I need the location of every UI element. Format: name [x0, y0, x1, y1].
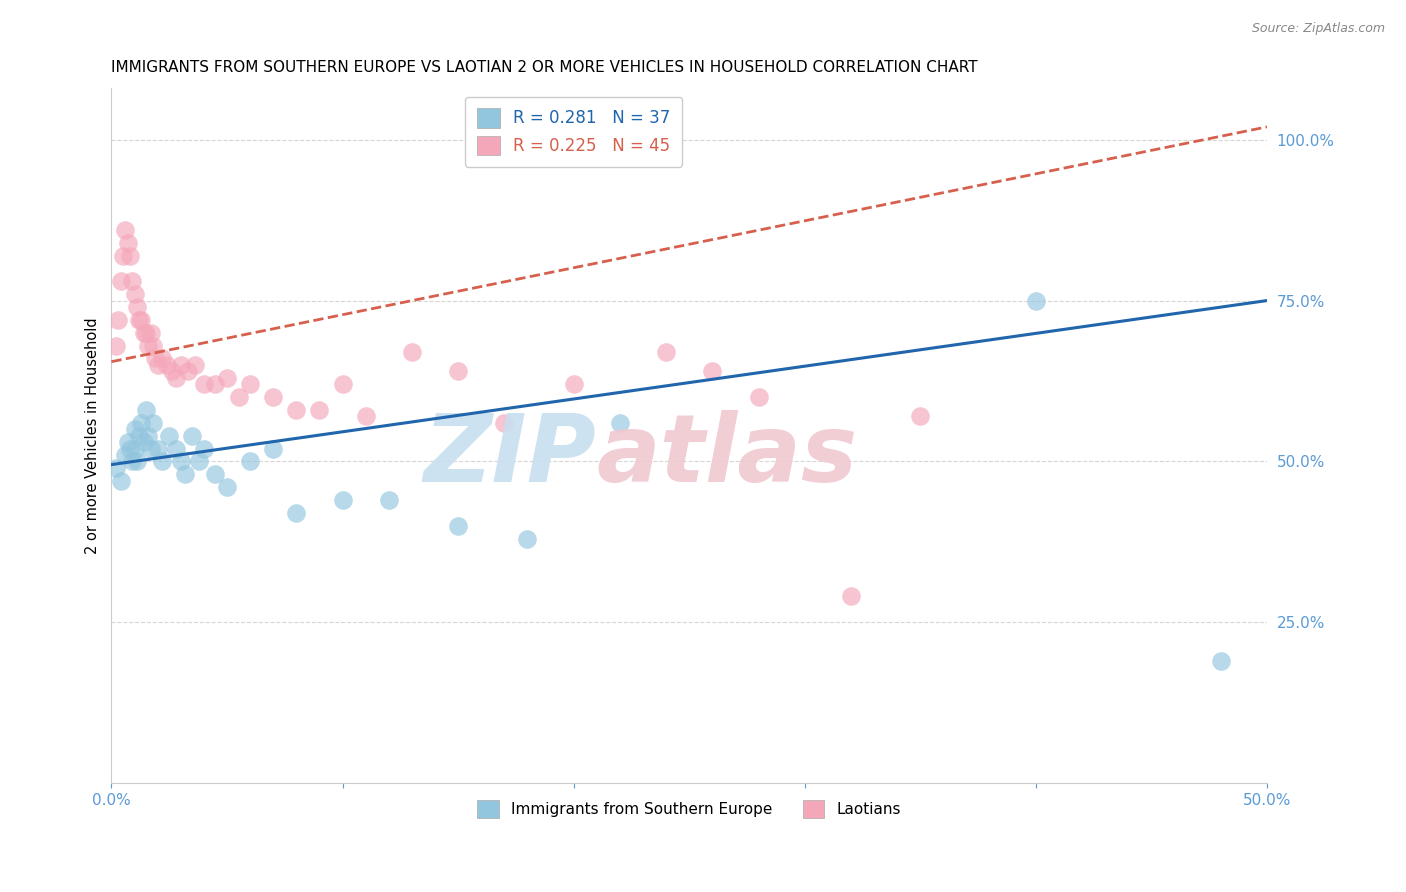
Point [124, 287, 146, 301]
Point [204, 467, 226, 482]
Point [156, 358, 179, 372]
Point [121, 274, 143, 288]
Point [110, 474, 132, 488]
Point [183, 358, 205, 372]
Text: atlas: atlas [596, 410, 858, 502]
Point [239, 377, 262, 392]
Point [262, 442, 284, 456]
Point [1209, 654, 1232, 668]
Point [125, 300, 148, 314]
Point [138, 338, 160, 352]
Point [215, 480, 238, 494]
Point [193, 442, 215, 456]
Point [128, 428, 150, 442]
Point [170, 358, 193, 372]
Point [125, 454, 148, 468]
Point [138, 428, 160, 442]
Point [111, 248, 134, 262]
Point [142, 338, 165, 352]
Point [135, 403, 157, 417]
Point [239, 454, 262, 468]
Point [107, 313, 129, 327]
Point [262, 390, 284, 404]
Point [135, 326, 157, 340]
Point [114, 448, 136, 462]
Point [910, 409, 932, 424]
Point [124, 422, 146, 436]
Point [105, 460, 128, 475]
Point [447, 518, 470, 533]
Point [150, 454, 173, 468]
Point [378, 493, 401, 508]
Point [160, 364, 183, 378]
Point [142, 416, 165, 430]
Point [121, 454, 143, 468]
Y-axis label: 2 or more Vehicles in Household: 2 or more Vehicles in Household [86, 318, 100, 554]
Point [702, 364, 724, 378]
Point [204, 377, 226, 392]
Point [655, 345, 678, 359]
Point [228, 390, 250, 404]
Point [157, 428, 180, 442]
Point [215, 370, 238, 384]
Point [165, 370, 187, 384]
Point [139, 326, 162, 340]
Point [139, 442, 162, 456]
Point [609, 416, 631, 430]
Point [170, 454, 193, 468]
Point [117, 235, 139, 250]
Point [188, 454, 211, 468]
Point [308, 403, 330, 417]
Point [132, 326, 155, 340]
Point [285, 403, 308, 417]
Point [124, 442, 146, 456]
Point [332, 493, 354, 508]
Point [401, 345, 423, 359]
Text: IMMIGRANTS FROM SOUTHERN EUROPE VS LAOTIAN 2 OR MORE VEHICLES IN HOUSEHOLD CORRE: IMMIGRANTS FROM SOUTHERN EUROPE VS LAOTI… [111, 60, 979, 75]
Point [150, 351, 173, 366]
Point [494, 416, 516, 430]
Point [131, 416, 153, 430]
Point [1025, 293, 1047, 308]
Text: Source: ZipAtlas.com: Source: ZipAtlas.com [1251, 22, 1385, 36]
Legend: Immigrants from Southern Europe, Laotians: Immigrants from Southern Europe, Laotian… [471, 794, 907, 824]
Point [181, 428, 204, 442]
Point [562, 377, 585, 392]
Point [165, 442, 187, 456]
Point [839, 590, 862, 604]
Point [447, 364, 470, 378]
Point [193, 377, 215, 392]
Point [354, 409, 377, 424]
Point [174, 467, 197, 482]
Point [748, 390, 770, 404]
Point [176, 364, 198, 378]
Point [118, 442, 141, 456]
Point [128, 313, 150, 327]
Point [105, 338, 128, 352]
Point [516, 532, 538, 546]
Point [110, 274, 132, 288]
Point [332, 377, 354, 392]
Point [285, 506, 308, 520]
Text: ZIP: ZIP [423, 410, 596, 502]
Point [146, 442, 169, 456]
Point [143, 351, 166, 366]
Point [117, 435, 139, 450]
Point [118, 248, 141, 262]
Point [131, 313, 153, 327]
Point [132, 435, 155, 450]
Point [146, 358, 169, 372]
Point [114, 223, 136, 237]
